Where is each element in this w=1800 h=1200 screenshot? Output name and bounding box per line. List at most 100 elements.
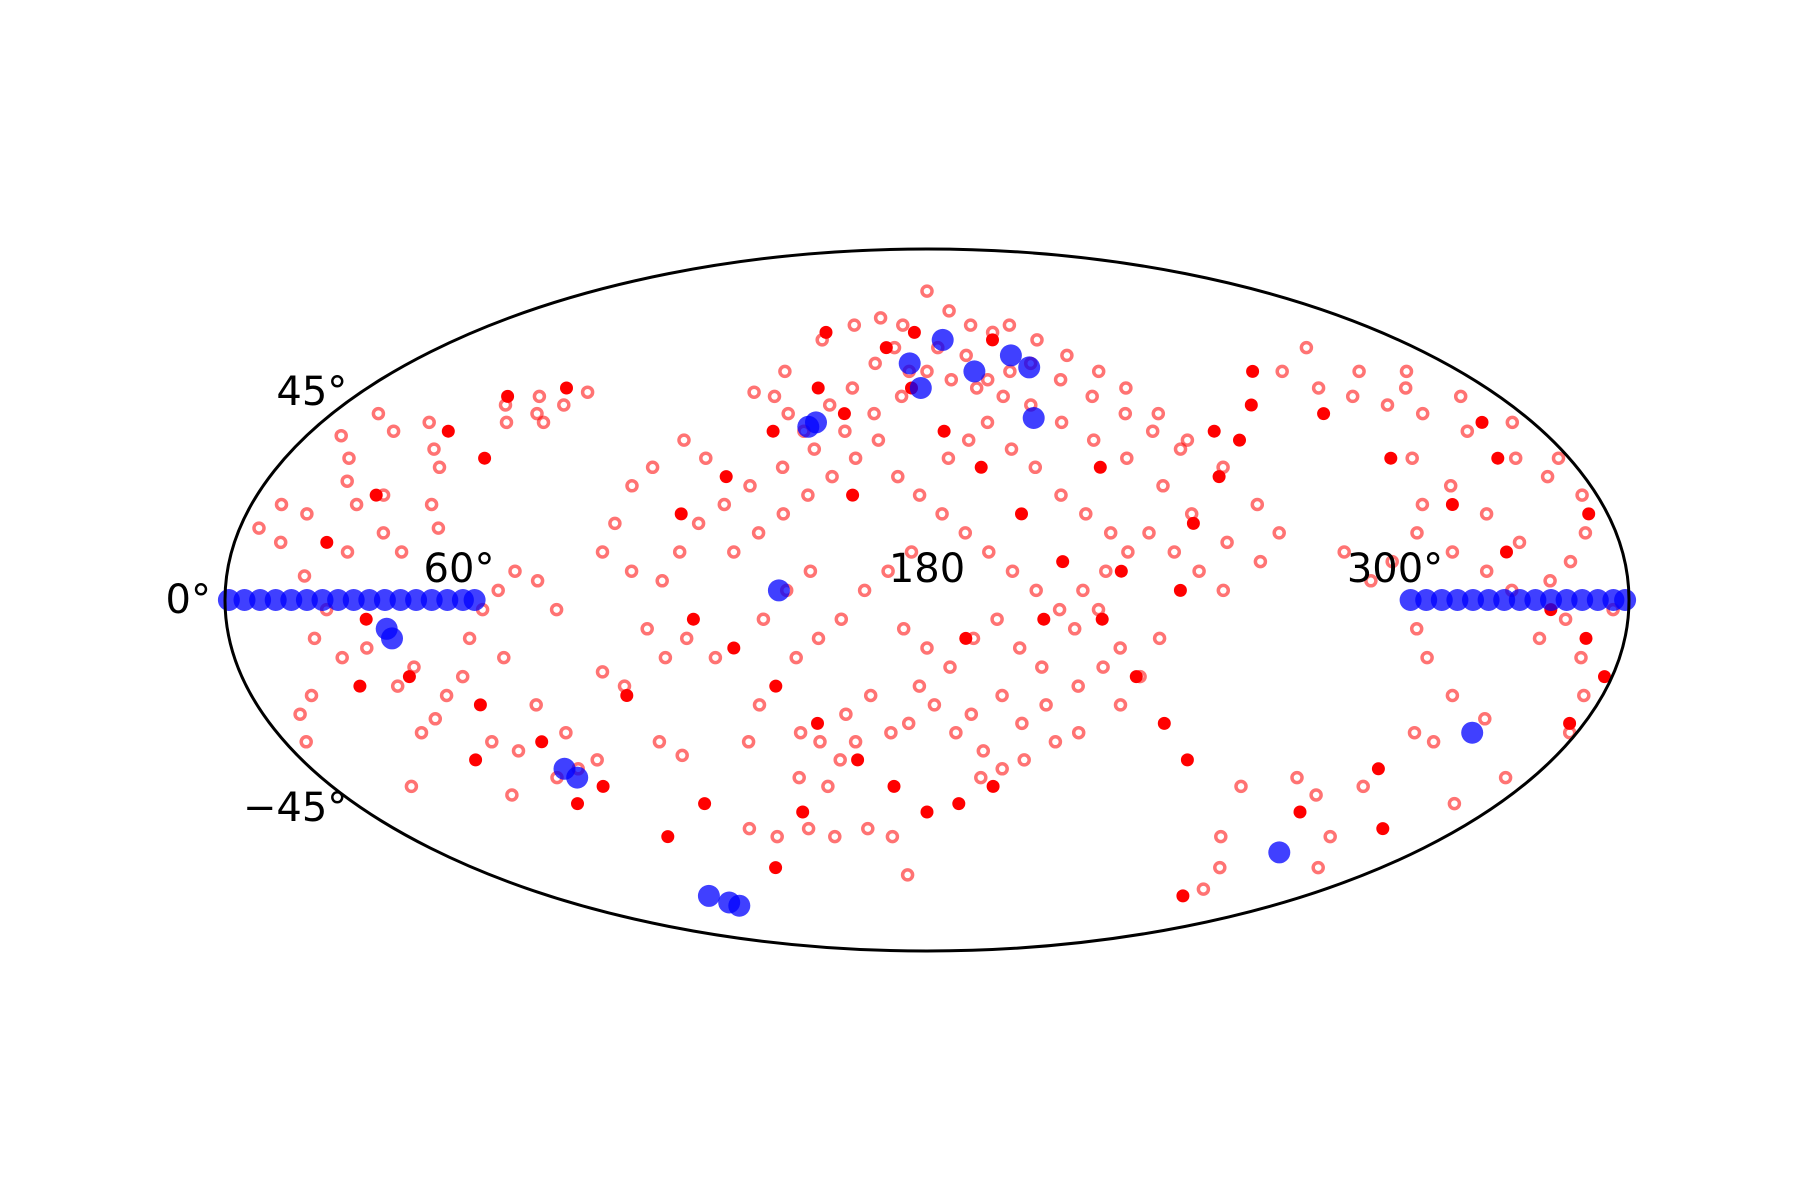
open-red-point: [838, 424, 852, 438]
open-red-point: [741, 735, 756, 749]
open-red-point: [1113, 698, 1128, 712]
open-red-point: [485, 735, 499, 749]
filled-red-point: [620, 689, 634, 702]
open-red-point: [982, 545, 996, 559]
open-red-point: [1574, 650, 1588, 665]
open-red-point: [1299, 340, 1314, 355]
filled-red-point: [907, 325, 921, 339]
open-red-point: [1156, 479, 1170, 493]
open-red-point: [1113, 641, 1127, 655]
open-red-point: [927, 698, 942, 712]
open-red-point: [1180, 433, 1195, 447]
open-red-point: [1445, 688, 1460, 703]
open-red-point: [1505, 415, 1520, 430]
blue-point: [931, 328, 954, 351]
open-red-point: [1067, 622, 1082, 636]
open-red-point: [1498, 770, 1513, 785]
blue-point: [1461, 721, 1484, 744]
open-red-point: [505, 788, 519, 802]
open-red-point: [1151, 406, 1166, 421]
open-red-point: [335, 650, 349, 665]
blue-point: [909, 377, 932, 399]
open-red-point: [340, 474, 354, 488]
open-red-point: [1323, 829, 1337, 844]
open-red-point: [304, 688, 319, 703]
open-red-point: [803, 564, 818, 578]
open-red-point: [297, 569, 312, 583]
open-red-point: [672, 545, 687, 559]
open-red-point: [1508, 451, 1523, 465]
open-red-point: [1415, 497, 1430, 512]
filled-red-point: [986, 779, 1000, 793]
open-red-point: [530, 574, 545, 588]
open-red-point: [1054, 415, 1069, 430]
open-red-point: [1309, 788, 1323, 802]
open-red-point: [658, 650, 673, 665]
open-red-point: [1398, 381, 1413, 395]
blue-point: [1415, 589, 1438, 611]
filled-red-point: [596, 779, 610, 793]
open-red-point: [1099, 564, 1113, 578]
open-red-point: [1119, 381, 1133, 395]
open-red-point: [834, 612, 849, 626]
open-red-point: [497, 650, 511, 665]
open-red-point: [1443, 479, 1458, 493]
open-red-point: [532, 389, 547, 404]
open-red-point: [742, 821, 757, 836]
blue-point: [1268, 841, 1291, 864]
open-red-point: [873, 311, 888, 325]
blue-point: [898, 352, 921, 375]
open-red-point: [920, 641, 934, 655]
open-red-point: [848, 735, 863, 749]
blue-point: [358, 589, 381, 611]
blue-point: [311, 589, 334, 611]
filled-red-point: [441, 424, 455, 438]
open-red-point: [801, 821, 816, 836]
open-red-point: [428, 712, 443, 726]
filled-red-point: [959, 631, 973, 645]
blue-point: [280, 589, 303, 611]
filled-red-point: [698, 797, 712, 811]
open-red-point: [1577, 688, 1591, 703]
open-red-point: [491, 583, 505, 598]
open-red-point: [1345, 389, 1360, 404]
open-red-point: [1118, 406, 1133, 421]
open-red-point: [801, 488, 815, 502]
open-red-point: [595, 545, 610, 559]
open-red-point: [1071, 725, 1086, 740]
open-red-point: [980, 372, 995, 387]
blue-point: [1508, 589, 1531, 611]
open-red-point: [655, 574, 669, 588]
open-red-point: [1405, 451, 1419, 465]
open-red-point: [969, 381, 984, 395]
open-red-point: [747, 385, 761, 399]
open-red-point: [1479, 564, 1494, 578]
projection-boundary: [223, 247, 1631, 953]
filled-red-point: [986, 333, 999, 347]
open-red-point: [414, 725, 429, 740]
open-red-point: [1364, 574, 1378, 588]
open-red-point: [1053, 372, 1068, 387]
open-red-point: [1142, 526, 1156, 540]
open-red-point: [645, 460, 660, 475]
open-red-point: [995, 762, 1009, 776]
open-red-point: [900, 868, 915, 882]
open-red-point: [1192, 564, 1206, 578]
filled-red-point: [353, 679, 367, 693]
open-red-point: [1337, 545, 1351, 559]
open-red-point: [959, 348, 973, 363]
blue-point: [1555, 589, 1578, 611]
filled-red-point: [937, 424, 951, 438]
open-red-point: [1003, 364, 1017, 379]
blue-point: [1446, 589, 1469, 611]
open-red-point: [462, 631, 477, 646]
blue-point: [381, 627, 403, 650]
blue-point: [697, 884, 720, 907]
open-red-point: [431, 521, 446, 535]
blue-point: [1018, 356, 1041, 379]
open-red-point: [1540, 469, 1555, 484]
open-red-point: [1543, 574, 1557, 588]
blue-point: [805, 411, 827, 434]
blue-point: [1399, 589, 1422, 611]
